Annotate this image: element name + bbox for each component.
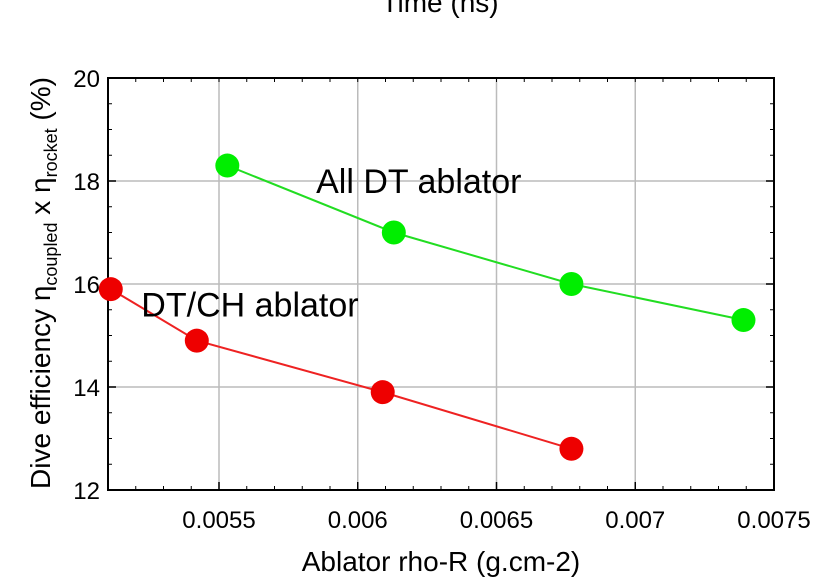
- data-point: [731, 308, 756, 333]
- ticks: 0.0055 0.006 0.0065 0.007 0.0075 12 14 16 18 20: [73, 66, 810, 534]
- data-point: [370, 380, 395, 405]
- annotation-layer: All DT ablator DT/CH ablator: [141, 163, 521, 325]
- x-tick-label: 0.0065: [460, 507, 533, 534]
- y-tick-label: 18: [73, 169, 100, 196]
- series-line: [110, 288, 572, 450]
- y-tick-label: 16: [73, 272, 100, 299]
- data-point: [98, 277, 123, 302]
- x-axis-label: Ablator rho-R (g.cm-2): [302, 546, 581, 577]
- x-tick-label: 0.0055: [182, 507, 255, 534]
- x-tick-label: 0.0075: [737, 507, 810, 534]
- data-point: [184, 328, 209, 353]
- data-point: [559, 436, 584, 461]
- x-tick-label: 0.007: [605, 507, 665, 534]
- series-layer: [98, 153, 756, 461]
- y-tick-label: 20: [73, 66, 100, 93]
- series-annotation: DT/CH ablator: [141, 287, 358, 325]
- top-label: Time (ns): [381, 0, 498, 18]
- y-axis-label: Dive efficiency ηcoupled x ηrocket (%): [25, 77, 61, 489]
- series-line: [226, 164, 744, 321]
- y-tick-label: 12: [73, 478, 100, 505]
- data-point: [215, 153, 240, 178]
- y-tick-label: 14: [73, 375, 100, 402]
- x-tick-label: 0.006: [328, 507, 388, 534]
- data-point: [559, 272, 584, 296]
- data-point: [381, 220, 406, 245]
- series-annotation: All DT ablator: [316, 163, 521, 201]
- grid: [108, 78, 775, 490]
